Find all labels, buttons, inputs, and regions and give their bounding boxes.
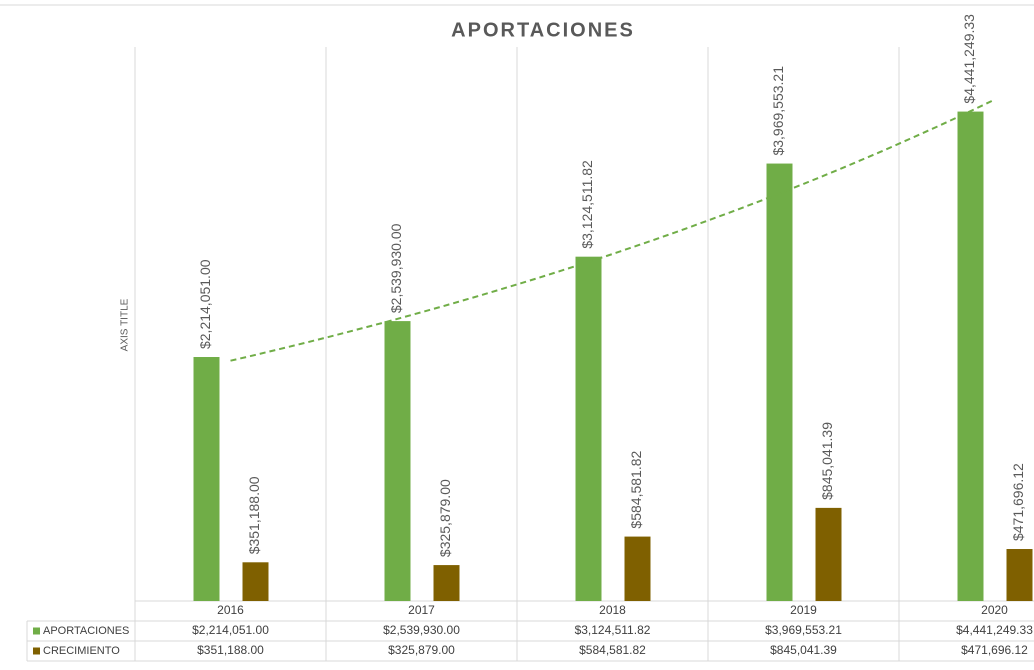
legend-label: APORTACIONES <box>43 625 129 637</box>
bar <box>957 111 984 601</box>
table-cell: $3,969,553.21 <box>765 623 842 637</box>
table-cell: $845,041.39 <box>770 643 837 657</box>
bar <box>815 507 842 601</box>
x-tick-label: 2017 <box>408 603 435 617</box>
data-label: $4,441,249.33 <box>961 14 977 104</box>
table-cell: $4,441,249.33 <box>956 623 1033 637</box>
table-cell: $2,539,930.00 <box>383 623 460 637</box>
legend-key <box>33 627 40 635</box>
table-cell: $2,214,051.00 <box>192 623 269 637</box>
table-cell: $3,124,511.82 <box>575 623 651 637</box>
data-label: $3,969,553.21 <box>770 66 786 156</box>
data-label: $3,124,511.82 <box>579 160 595 249</box>
data-label: $845,041.39 <box>819 422 835 500</box>
data-label: $471,696.12 <box>1010 463 1026 541</box>
bar <box>433 565 460 601</box>
x-tick-label: 2016 <box>217 603 244 617</box>
x-tick-label: 2018 <box>599 603 626 617</box>
table-cell: $471,696.12 <box>961 643 1028 657</box>
data-label: $584,581.82 <box>628 451 644 529</box>
data-label: $2,539,930.00 <box>388 223 404 313</box>
table-cell: $351,188.00 <box>197 643 264 657</box>
bar <box>766 163 793 601</box>
data-label: $2,214,051.00 <box>197 259 213 349</box>
table-cell: $584,581.82 <box>579 643 646 657</box>
legend-key <box>33 647 40 655</box>
trendline <box>230 98 995 362</box>
bar <box>242 562 269 601</box>
x-tick-label: 2019 <box>790 603 817 617</box>
table-cell: $325,879.00 <box>388 643 455 657</box>
data-label: $325,879.00 <box>437 479 453 557</box>
bar <box>1006 549 1033 601</box>
data-label: $351,188.00 <box>246 476 262 554</box>
chart-title: APORTACIONES <box>451 19 635 41</box>
bar <box>193 357 220 601</box>
x-tick-label: 2020 <box>981 603 1008 617</box>
bar <box>575 256 602 601</box>
y-axis-title: AXIS TITLE <box>120 298 131 351</box>
bar <box>624 536 651 601</box>
bar <box>384 321 411 601</box>
legend-label: CRECIMIENTO <box>43 645 120 657</box>
